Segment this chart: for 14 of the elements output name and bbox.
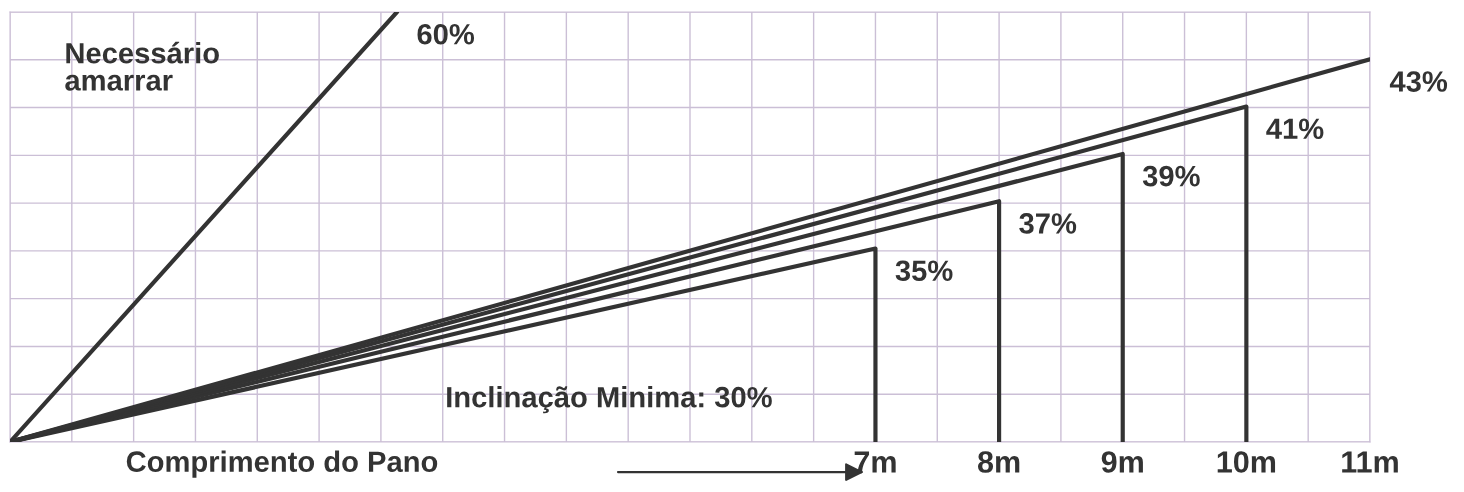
x-tick-label: 11m bbox=[1342, 451, 1398, 473]
x-tick-label: 7m bbox=[854, 451, 896, 473]
annotation: Necessário amarrar bbox=[65, 41, 219, 91]
annotation: 43% bbox=[1389, 71, 1448, 92]
annotation: 41% bbox=[1266, 118, 1324, 140]
annotation: 39% bbox=[1142, 165, 1200, 187]
x-tick-label: 8m bbox=[977, 451, 1020, 473]
annotation: 37% bbox=[1019, 213, 1077, 234]
annotation: 60% bbox=[417, 23, 475, 45]
x-axis-title: Comprimento do Pano bbox=[126, 450, 438, 478]
annotation: Inclinação Minima: 30% bbox=[447, 386, 772, 414]
x-tick-label: 9m bbox=[1101, 451, 1143, 473]
x-tick-label: 10m bbox=[1217, 451, 1276, 473]
annotation: 35% bbox=[895, 260, 953, 282]
